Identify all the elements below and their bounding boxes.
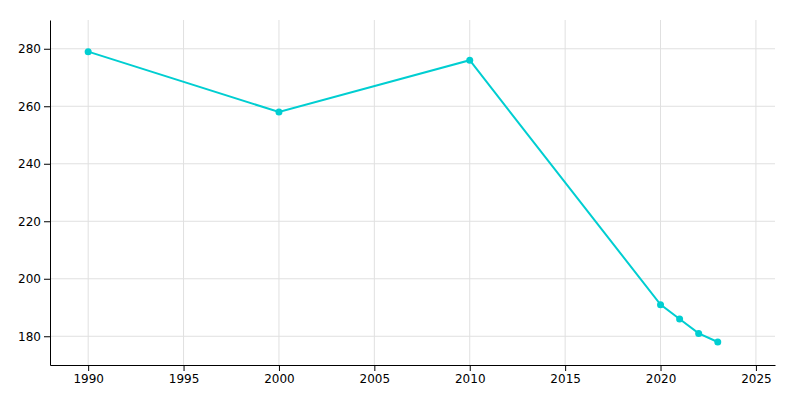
x-tick-mark — [470, 365, 471, 371]
point — [275, 109, 282, 116]
y-tick: 200 — [18, 272, 50, 286]
y-tick: 180 — [18, 330, 50, 344]
x-tick: 1990 — [73, 365, 104, 386]
x-tick: 2005 — [360, 365, 391, 386]
x-grid-line — [183, 20, 184, 365]
y-grid-line — [50, 106, 775, 107]
x-tick-mark — [756, 365, 757, 371]
y-tick-mark — [44, 279, 50, 280]
x-tick-label: 2020 — [646, 372, 677, 386]
x-tick: 2025 — [741, 365, 772, 386]
y-tick-label: 220 — [18, 215, 41, 229]
x-grid-line — [278, 20, 279, 365]
y-tick-label: 280 — [18, 42, 41, 56]
x-tick-mark — [661, 365, 662, 371]
point — [657, 301, 664, 308]
x-tick-mark — [374, 365, 375, 371]
x-grid-line — [469, 20, 470, 365]
x-tick-label: 1990 — [73, 372, 104, 386]
y-grid-line — [50, 163, 775, 164]
x-grid-line — [755, 20, 756, 365]
x-grid-line — [88, 20, 89, 365]
x-tick: 2015 — [550, 365, 581, 386]
x-tick: 1995 — [169, 365, 200, 386]
chart: 1990 1995 2000 2005 2010 2015 2020 2025 180 200 22… — [0, 0, 800, 400]
y-tick-label: 180 — [18, 330, 41, 344]
y-tick-mark — [44, 221, 50, 222]
x-tick-label: 2025 — [741, 372, 772, 386]
x-tick-label: 2005 — [360, 372, 391, 386]
y-tick-mark — [44, 164, 50, 165]
grid — [50, 20, 775, 365]
y-tick: 280 — [18, 42, 50, 56]
x-tick-label: 2010 — [455, 372, 486, 386]
line — [88, 52, 718, 342]
x-tick-label: 1995 — [169, 372, 200, 386]
point — [676, 316, 683, 323]
y-tick: 260 — [18, 100, 50, 114]
x-tick: 2010 — [455, 365, 486, 386]
x-tick-label: 2015 — [550, 372, 581, 386]
data — [85, 48, 722, 345]
y-tick-label: 260 — [18, 100, 41, 114]
plot: 1990 1995 2000 2005 2010 2015 2020 2025 180 200 22… — [18, 20, 775, 386]
x-tick-mark — [279, 365, 280, 371]
y-grid-line — [50, 221, 775, 222]
y-axis-line — [50, 21, 51, 366]
x-tick-mark — [565, 365, 566, 371]
y-tick-mark — [44, 336, 50, 337]
y-axis: 180 200 220 240 260 280 — [18, 21, 50, 366]
y-grid-line — [50, 336, 775, 337]
y-tick-label: 240 — [18, 157, 41, 171]
x-axis-line — [51, 365, 776, 366]
x-grid-line — [374, 20, 375, 365]
x-tick-mark — [184, 365, 185, 371]
y-tick-mark — [44, 106, 50, 107]
y-grid-line — [50, 278, 775, 279]
point — [466, 57, 473, 64]
point — [714, 339, 721, 346]
x-grid-line — [660, 20, 661, 365]
x-tick: 2000 — [264, 365, 295, 386]
point — [695, 330, 702, 337]
x-tick-mark — [88, 365, 89, 371]
y-tick: 220 — [18, 215, 50, 229]
y-tick: 240 — [18, 157, 50, 171]
x-axis: 1990 1995 2000 2005 2010 2015 2020 2025 — [51, 365, 776, 386]
point — [85, 48, 92, 55]
x-tick: 2020 — [646, 365, 677, 386]
x-tick-label: 2000 — [264, 372, 295, 386]
y-grid-line — [50, 48, 775, 49]
y-tick-mark — [44, 49, 50, 50]
y-tick-label: 200 — [18, 272, 41, 286]
x-grid-line — [565, 20, 566, 365]
